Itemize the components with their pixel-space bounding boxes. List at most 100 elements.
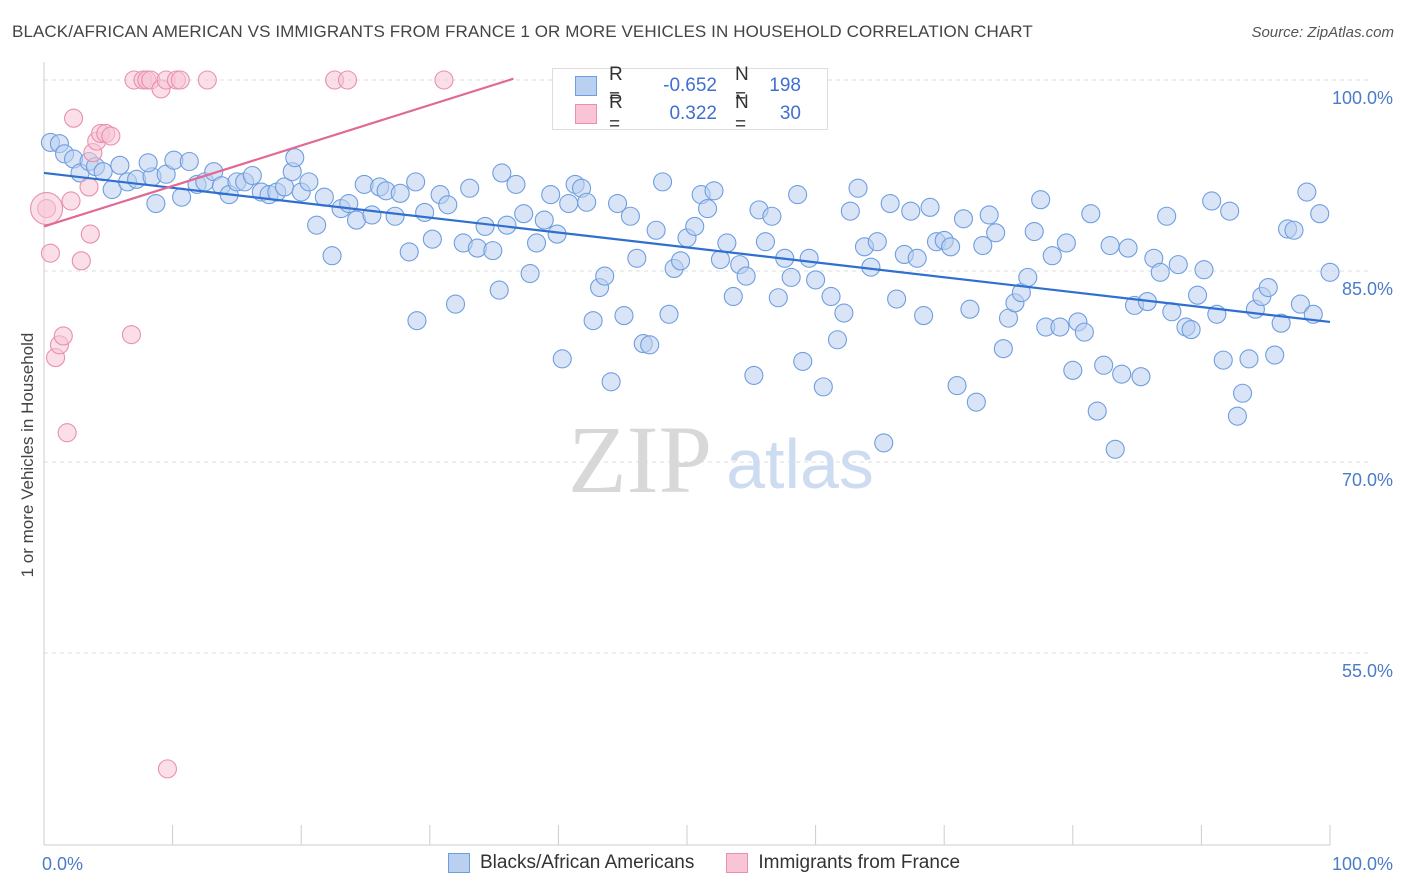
data-point-blacks — [640, 335, 660, 355]
legend-r-value: 0.322 — [669, 103, 717, 124]
data-point-blacks — [489, 280, 509, 300]
y-tick-label: 70.0% — [1342, 470, 1393, 490]
data-point-blacks — [1202, 191, 1222, 211]
data-point-blacks — [1258, 278, 1278, 298]
legend-row-france: R = 0.322 N = 30 — [553, 92, 801, 135]
data-point-blacks — [659, 304, 679, 324]
data-point-blacks — [793, 351, 813, 371]
data-point-blacks — [475, 216, 495, 236]
data-point-blacks — [1087, 401, 1107, 421]
data-point-blacks — [520, 263, 540, 284]
data-point-blacks — [285, 148, 305, 168]
legend-n-value: 198 — [769, 75, 801, 96]
data-point-blacks — [887, 289, 907, 309]
data-point-blacks — [1112, 364, 1132, 384]
data-point-blacks — [744, 365, 764, 385]
data-point-blacks — [781, 267, 801, 287]
data-point-france — [170, 70, 190, 90]
data-point-blacks — [986, 223, 1006, 243]
data-point-blacks — [880, 193, 900, 214]
data-point-blacks — [492, 163, 512, 183]
data-point-france — [79, 177, 99, 197]
data-point-blacks — [445, 294, 466, 314]
data-point-blacks — [1105, 439, 1125, 459]
data-point-blacks — [1187, 285, 1208, 305]
data-point-blacks — [1194, 260, 1214, 280]
legend-series-name: Immigrants from France — [758, 852, 961, 873]
data-point-blacks — [840, 201, 860, 221]
data-point-blacks — [1063, 360, 1083, 380]
data-point-blacks — [559, 193, 579, 214]
data-point-blacks — [1320, 262, 1340, 282]
data-point-blacks — [1042, 246, 1062, 266]
data-point-france — [64, 108, 84, 128]
data-point-blacks — [483, 241, 503, 261]
legend-item-france: Immigrants from France — [726, 852, 960, 874]
data-point-blacks — [146, 193, 166, 214]
data-point-blacks — [172, 187, 192, 207]
data-point-blacks — [979, 205, 999, 225]
legend-n-label: N = — [735, 64, 749, 107]
data-point-blacks — [242, 165, 262, 186]
x-tick-label: 100.0% — [1332, 854, 1393, 874]
data-point-blacks — [755, 232, 775, 252]
data-point-blacks — [1031, 190, 1051, 210]
legend-r-label: R = — [609, 64, 623, 107]
data-point-blacks — [138, 153, 158, 173]
data-point-blacks — [307, 215, 327, 235]
x-tick-label: 0.0% — [42, 854, 83, 874]
data-point-blacks — [1162, 302, 1182, 322]
data-point-blacks — [314, 187, 334, 207]
data-point-blacks — [1181, 320, 1201, 340]
trend-line-france — [43, 77, 514, 228]
data-point-blacks — [541, 185, 561, 205]
data-point-blacks — [614, 306, 634, 326]
data-point-blacks — [736, 266, 756, 286]
data-point-blacks — [460, 178, 480, 198]
data-point-blacks — [1118, 238, 1138, 258]
y-tick-label: 55.0% — [1342, 661, 1393, 681]
chart-title: BLACK/AFRICAN AMERICAN VS IMMIGRANTS FRO… — [12, 22, 1033, 41]
data-point-blacks — [1213, 350, 1233, 370]
data-point-blacks — [362, 205, 382, 225]
data-point-blacks — [438, 195, 458, 215]
legend-swatch-blue — [575, 76, 597, 96]
data-point-blacks — [966, 392, 986, 412]
data-point-blacks — [608, 193, 628, 214]
data-point-france — [157, 759, 178, 779]
data-point-blacks — [422, 229, 442, 249]
legend-series-name: Blacks/African Americans — [480, 852, 695, 873]
data-point-blacks — [710, 249, 730, 270]
data-point-blacks — [1297, 182, 1317, 202]
series-blacks-points — [40, 132, 1340, 459]
data-point-france — [101, 126, 121, 146]
x-tick-labels: 0.0% 100.0% — [42, 854, 1393, 874]
data-point-blacks — [941, 237, 961, 257]
data-point-blacks — [526, 233, 547, 253]
data-point-blacks — [1056, 233, 1076, 253]
legend-n-value: 30 — [779, 103, 801, 124]
data-point-blacks — [953, 209, 974, 229]
legend-item-blacks: Blacks/African Americans — [448, 852, 694, 874]
series-france-points — [30, 70, 454, 779]
data-point-blacks — [788, 185, 808, 205]
data-point-blacks — [299, 172, 319, 192]
data-point-blacks — [671, 251, 691, 271]
y-tick-labels: 100.0% 85.0% 70.0% 55.0% — [1332, 88, 1393, 681]
watermark-atlas: atlas — [726, 425, 874, 503]
data-point-blacks — [914, 306, 934, 326]
data-point-france — [61, 191, 81, 211]
data-point-blacks — [1265, 345, 1285, 365]
legend-swatch-pink — [575, 104, 597, 124]
data-point-blacks — [768, 288, 788, 308]
data-point-blacks — [1284, 220, 1304, 240]
data-point-blacks — [704, 181, 724, 201]
trend-line-blacks — [43, 171, 1331, 324]
data-point-blacks — [1271, 313, 1291, 333]
legend-row-blacks: R = -0.652 N = 198 — [553, 64, 801, 107]
data-point-blacks — [390, 183, 410, 203]
data-point-france — [434, 70, 454, 90]
data-point-france — [197, 70, 217, 90]
data-point-blacks — [534, 210, 554, 230]
